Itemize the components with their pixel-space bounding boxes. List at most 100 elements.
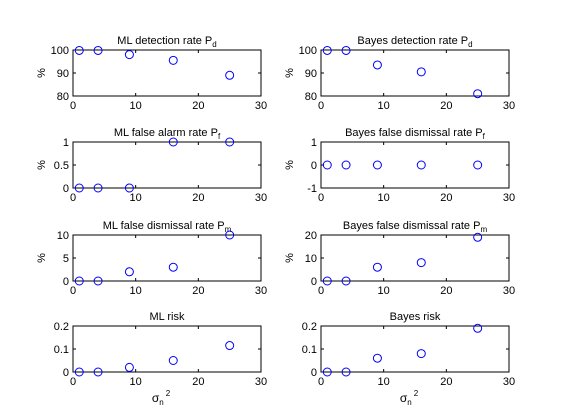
axes-box (320, 325, 510, 373)
x-tick-label: 30 (503, 285, 515, 297)
data-point (341, 276, 351, 286)
y-axis-label: % (284, 253, 296, 263)
subplot-4: ML false dismissal rate Pm 0 10 20 30 0 5 10% (36, 220, 267, 297)
x-tick-label: 20 (440, 285, 452, 297)
x-tick-label: 20 (192, 192, 204, 204)
data-point (372, 160, 382, 170)
x-tick-label: 0 (70, 376, 76, 388)
data-point (322, 367, 332, 377)
data-point (124, 183, 134, 193)
chart-title-text: ML false dismissal rate P (103, 220, 225, 232)
data-point (416, 349, 426, 359)
subplot-2: ML false alarm rate Pf 0 10 20 30 0 0.5 1% (36, 127, 267, 204)
data-point (225, 230, 235, 240)
data-point (473, 89, 483, 99)
data-point (74, 276, 84, 286)
y-tick-label: 0.1 (302, 344, 317, 356)
data-point (416, 160, 426, 170)
y-tick-label: 80 (57, 91, 69, 103)
x-tick-label: 10 (378, 285, 390, 297)
chart-title: ML false dismissal rate Pm (103, 220, 232, 234)
chart-title-text: ML false alarm rate P (114, 127, 218, 139)
x-tick-label: 20 (192, 376, 204, 388)
chart-title-text: Bayes risk (390, 311, 441, 323)
x-tick-label: 10 (378, 100, 390, 112)
axes-box (320, 49, 510, 97)
subplot-0: ML detection rate Pd 0 10 20 30 80 90 100% (36, 35, 267, 112)
x-tick-label: 0 (70, 192, 76, 204)
chart-title-subscript: m (225, 225, 232, 234)
data-point (225, 341, 235, 351)
chart-title: Bayes risk (390, 311, 441, 323)
x-tick-label: 10 (130, 285, 142, 297)
chart-title: Bayes detection rate Pd (357, 35, 472, 49)
data-point (124, 50, 134, 60)
x-tick-label: 30 (255, 192, 267, 204)
data-point (322, 160, 332, 170)
x-tick-label: 20 (440, 100, 452, 112)
data-point (341, 160, 351, 170)
y-axis-label: % (284, 68, 296, 78)
axes-box (72, 325, 262, 373)
x-axis-label-subscript: n (407, 398, 411, 407)
y-tick-label: 0.2 (302, 321, 317, 333)
data-point (74, 367, 84, 377)
y-tick-label: 100 (299, 45, 317, 57)
y-tick-label: 10 (305, 253, 317, 265)
y-tick-label: 1 (311, 137, 317, 149)
chart-title-subscript: d (212, 40, 216, 49)
subplot-1: Bayes detection rate Pd 0 10 20 30 80 90 100% (284, 35, 515, 112)
y-tick-label: 0 (311, 367, 317, 379)
chart-title-text: ML detection rate P (117, 35, 212, 47)
x-axis-label: σn2 (400, 389, 419, 407)
data-point (93, 183, 103, 193)
axes-box (72, 234, 262, 282)
data-point (74, 183, 84, 193)
y-tick-label: 90 (57, 68, 69, 80)
x-tick-label: 20 (440, 192, 452, 204)
x-tick-label: 0 (318, 100, 324, 112)
y-axis-label: % (36, 160, 48, 170)
chart-title-text: Bayes detection rate P (357, 35, 468, 47)
data-point (168, 356, 178, 365)
x-axis-label-superscript: 2 (166, 389, 171, 398)
chart-title-text: Bayes false dismissal rate P (345, 127, 483, 139)
y-tick-label: 90 (305, 68, 317, 80)
y-tick-label: -1 (307, 183, 317, 195)
chart-title-text: Bayes false dismissal rate P (343, 220, 481, 232)
data-point (473, 323, 483, 333)
data-point (372, 262, 382, 272)
y-tick-label: 0 (63, 183, 69, 195)
data-point (341, 367, 351, 377)
x-tick-label: 0 (70, 100, 76, 112)
data-point (93, 276, 103, 286)
data-point (341, 45, 351, 55)
data-point (93, 367, 103, 377)
x-tick-label: 30 (503, 100, 515, 112)
y-tick-label: 0 (311, 160, 317, 172)
subplot-5: Bayes false dismissal rate Pm 0 10 20 30 0 10 2… (284, 220, 515, 297)
data-point (416, 258, 426, 268)
x-tick-label: 10 (378, 192, 390, 204)
x-tick-label: 10 (378, 376, 390, 388)
x-tick-label: 20 (440, 376, 452, 388)
y-axis-label: % (36, 68, 48, 78)
subplot-7: Bayes risk 0 10 20 30 0 0.1 0.2 σn2 (302, 311, 515, 407)
x-tick-label: 0 (70, 285, 76, 297)
x-tick-label: 30 (255, 285, 267, 297)
x-tick-label: 0 (318, 376, 324, 388)
chart-title: Bayes false dismissal rate Pf (345, 127, 486, 141)
y-tick-label: 10 (57, 230, 69, 242)
y-tick-label: 0.1 (54, 344, 69, 356)
data-point (168, 55, 178, 65)
data-point (322, 276, 332, 286)
chart-title-subscript: m (480, 225, 487, 234)
y-tick-label: 0.5 (54, 160, 69, 172)
axes-box (72, 141, 262, 189)
chart-title: ML false alarm rate Pf (114, 127, 221, 141)
data-point (124, 267, 134, 277)
data-point (124, 362, 134, 372)
axes-box (72, 49, 262, 97)
data-point (473, 160, 483, 170)
x-tick-label: 10 (130, 192, 142, 204)
